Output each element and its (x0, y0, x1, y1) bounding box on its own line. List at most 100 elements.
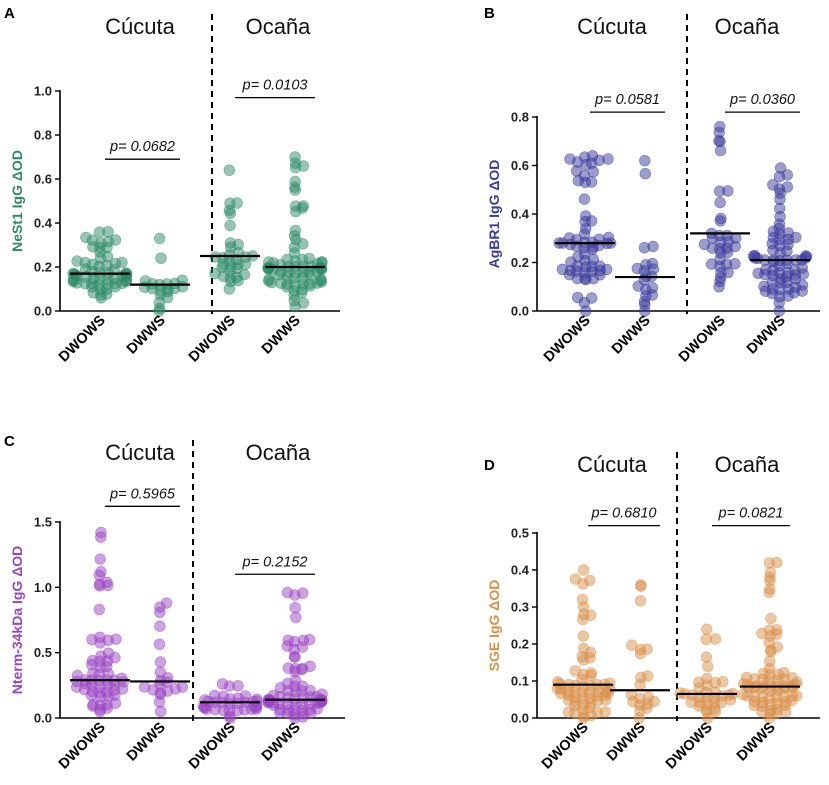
data-point (647, 240, 659, 253)
data-point (717, 675, 729, 688)
data-point (116, 672, 128, 684)
data-point (154, 232, 166, 245)
data-point (231, 197, 243, 209)
data-point (626, 639, 638, 651)
group-ocaa-dwws: DWWS (734, 556, 803, 764)
y-axis-label: SGE IgG ΔOD (486, 580, 502, 672)
data-point (634, 595, 647, 607)
data-point (564, 153, 576, 165)
y-tick-label: 0.5 (34, 645, 52, 660)
data-point (765, 612, 777, 625)
data-point (800, 250, 812, 262)
group-ocaa-dwws: DWWS (259, 586, 328, 764)
y-tick-label: 0.3 (511, 600, 529, 615)
data-point (585, 667, 597, 679)
data-point (584, 574, 596, 587)
data-point (569, 665, 581, 677)
data-point (705, 258, 718, 270)
data-point (282, 662, 294, 674)
data-point (155, 705, 167, 718)
data-point (764, 655, 776, 667)
panel-b: B Cúcuta Ocaña 0.0 0.2 0.4 0.6 0.8 AgBR1 IgG ΔOD… (484, 5, 820, 365)
y-tick-label: 0.1 (511, 674, 529, 689)
data-point (721, 229, 733, 242)
x-tick-label: DWWS (734, 719, 779, 764)
data-point (209, 689, 221, 702)
p-value-label: p= 0.0103 (242, 78, 308, 94)
site-label: Ocaña (715, 14, 781, 39)
p-value-label: p= 0.0360 (729, 92, 795, 108)
p-value-label: p= 0.2152 (242, 554, 308, 570)
y-tick-label: 0.6 (511, 158, 529, 173)
data-point (579, 210, 592, 222)
data-point (199, 694, 211, 706)
data-point (642, 691, 655, 703)
data-point (101, 576, 113, 588)
data-point (641, 643, 653, 655)
data-point (94, 553, 106, 565)
data-point (770, 624, 783, 636)
data-point (646, 257, 659, 270)
x-tick-label: DWOWS (56, 719, 109, 772)
p-value-label: p= 0.5965 (109, 486, 176, 502)
site-label: Ocaña (246, 14, 312, 39)
x-tick-label: DWOWS (541, 312, 594, 365)
data-point (224, 219, 236, 232)
data-point (281, 586, 294, 599)
data-point (578, 193, 591, 205)
data-point (289, 224, 302, 237)
data-point (303, 252, 315, 265)
data-point (764, 566, 776, 579)
panel-a: A Cúcuta Ocaña 0.0 0.2 0.4 0.6 0.8 1.0 NeSt1 IgG … (4, 5, 340, 365)
data-point (604, 677, 616, 689)
y-tick-label: 0.8 (511, 110, 529, 125)
data-point (771, 556, 783, 569)
data-point (304, 660, 316, 672)
data-point (577, 564, 590, 576)
data-point (782, 227, 794, 239)
data-point (701, 672, 713, 685)
group-ccuta-dwws: DWWS (609, 155, 675, 357)
data-point (641, 670, 654, 682)
y-tick-label: 0.5 (511, 526, 529, 541)
data-point (95, 526, 107, 539)
data-point (578, 642, 590, 655)
group-ccuta-dwws: DWWS (124, 232, 190, 357)
p-value-label: p= 0.0581 (594, 92, 660, 108)
data-point (94, 631, 106, 643)
data-point (585, 292, 598, 304)
y-tick-label: 0.6 (34, 172, 52, 187)
data-point (116, 256, 128, 269)
y-tick-label: 0.2 (511, 255, 529, 270)
data-point (602, 153, 614, 165)
y-tick-label: 1.5 (34, 515, 52, 530)
data-point (700, 651, 713, 663)
group-ccuta-dwows: DWOWS (539, 564, 616, 772)
x-tick-label: DWWS (744, 312, 789, 357)
y-tick-label: 1.0 (34, 580, 52, 595)
data-point (223, 164, 236, 176)
y-tick-label: 0.8 (34, 128, 52, 143)
x-tick-label: DWWS (259, 312, 304, 357)
group-ccuta-dwows: DWOWS (541, 150, 617, 365)
data-point (740, 671, 753, 684)
group-ccuta-dwws: DWWS (604, 579, 670, 764)
y-tick-label: 0.2 (511, 637, 529, 652)
data-point (95, 566, 107, 578)
data-point (216, 678, 229, 690)
data-point (297, 200, 310, 212)
data-point (576, 593, 589, 606)
data-point (102, 647, 115, 659)
group-ccuta-dwows: DWOWS (56, 526, 130, 772)
x-tick-label: DWWS (609, 312, 654, 357)
data-point (722, 185, 734, 197)
group-ocaa-dwows: DWOWS (186, 164, 260, 365)
data-point (110, 633, 122, 645)
data-point (282, 634, 294, 646)
panel-letter: C (4, 433, 15, 450)
data-point (715, 212, 727, 225)
group-ocaa-dwws: DWWS (744, 162, 813, 357)
data-point (93, 603, 106, 616)
data-point (781, 169, 793, 181)
